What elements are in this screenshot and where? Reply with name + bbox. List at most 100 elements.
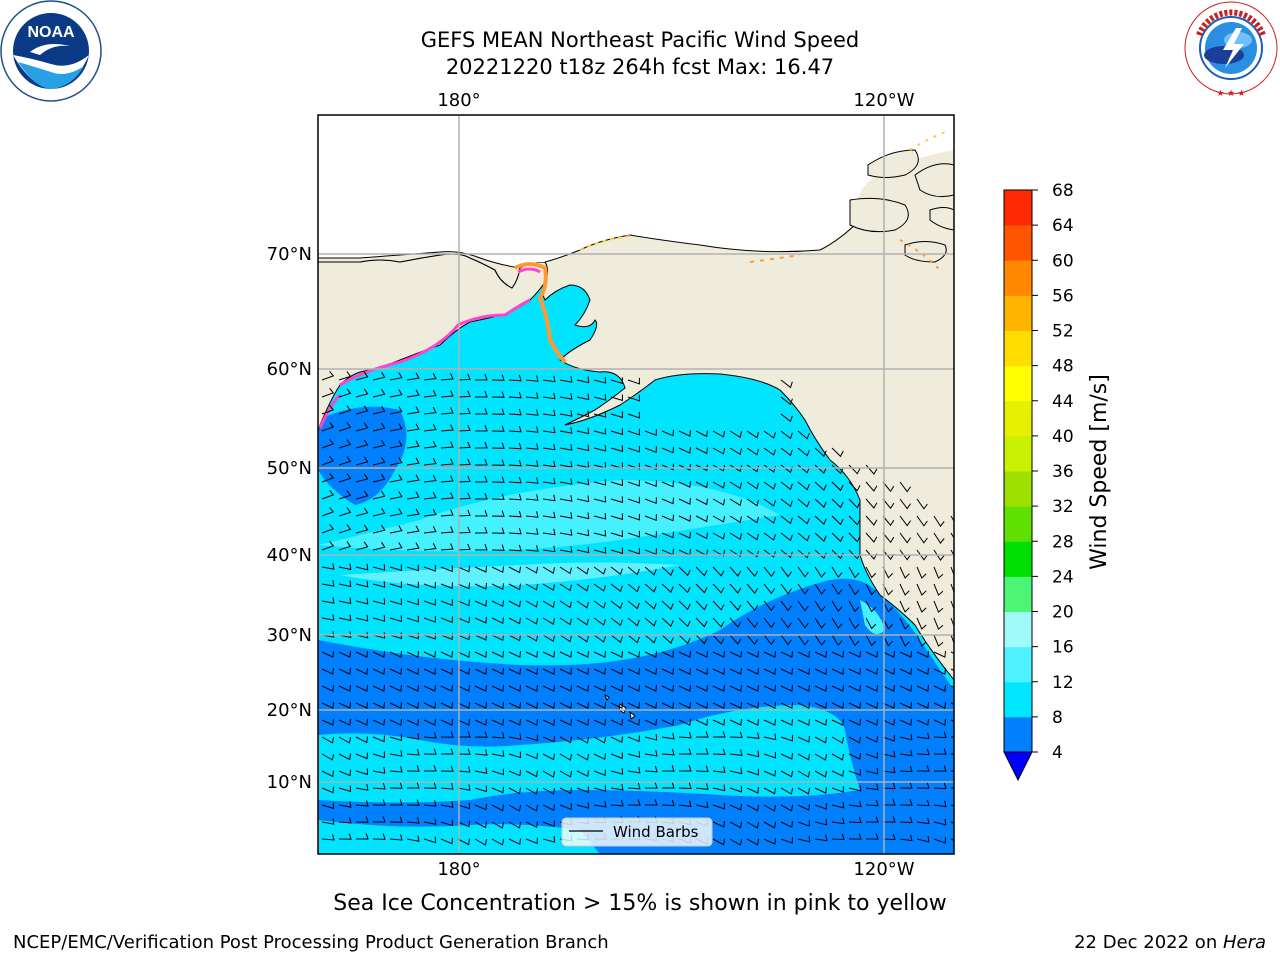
wind-barb [865, 532, 878, 543]
wind-barb [491, 838, 505, 846]
wind-barb [882, 583, 893, 596]
wind-barb [321, 702, 334, 709]
wind-barb [712, 838, 725, 846]
wind-barb [508, 527, 522, 535]
wind-barb [355, 580, 369, 588]
wind-barb [389, 508, 403, 517]
wind-barb [882, 735, 895, 742]
wind-barb [661, 719, 674, 726]
wind-barb [355, 800, 369, 807]
wind-barb [746, 768, 759, 776]
wind-barb [899, 498, 912, 510]
wind-barb [338, 719, 351, 726]
wind-barb [865, 767, 879, 775]
chart-subtitle: 20221220 t18z 264h fcst Max: 16.47 [445, 55, 835, 79]
wind-barb [457, 685, 470, 692]
wind-barb [491, 786, 504, 794]
wind-barb [593, 427, 607, 435]
wind-barb [440, 731, 454, 738]
wind-barb [882, 702, 895, 709]
wind-barb [372, 751, 386, 759]
wind-barb [389, 457, 403, 466]
wind-barb [797, 702, 810, 709]
wind-barb [848, 566, 860, 579]
wind-barb [746, 838, 760, 846]
wind-barb [763, 498, 776, 507]
wind-barb [627, 377, 640, 385]
wind-barb [457, 719, 470, 726]
wind-barb [814, 753, 828, 761]
colorbar-tick-label: 32 [1052, 497, 1074, 517]
colorbar-segment [1004, 646, 1032, 683]
wind-barb [406, 733, 420, 740]
wind-barb [882, 799, 896, 806]
wind-barb [355, 752, 368, 760]
wind-barb [457, 616, 470, 624]
wind-barb [610, 719, 623, 726]
wind-barb [474, 510, 488, 517]
wind-barb [916, 748, 930, 756]
wind-barb [474, 731, 488, 738]
wind-barb [865, 651, 878, 658]
wind-barb [593, 651, 606, 658]
wind-barb [423, 525, 437, 534]
colorbar-tick-label: 60 [1052, 251, 1074, 271]
wind-barb [389, 581, 403, 589]
wind-barb [882, 766, 896, 774]
wind-barb [508, 544, 522, 552]
wind-barb [593, 769, 606, 777]
ocean-low-nw [318, 406, 407, 505]
wind-barb [338, 702, 351, 709]
wind-barb [593, 800, 607, 808]
wind-barb [440, 837, 453, 845]
colorbar-tick-label: 12 [1052, 673, 1074, 693]
wind-barb [389, 542, 403, 551]
wind-barb [916, 617, 927, 630]
wind-barb [474, 442, 488, 449]
wind-barb [763, 719, 776, 726]
wind-barb [644, 600, 657, 610]
wind-barb [389, 702, 402, 709]
wind-barb [576, 685, 589, 692]
wind-barb [882, 515, 895, 527]
wind-barb [899, 651, 912, 658]
wind-barb [695, 464, 708, 472]
wind-barb [576, 376, 590, 384]
wind-barb [712, 617, 725, 628]
wind-barb [678, 685, 691, 692]
wind-barb [321, 370, 335, 381]
wind-barb [491, 768, 505, 776]
wind-barb [882, 481, 895, 493]
wind-barb [831, 786, 844, 793]
wind-barb [814, 834, 828, 842]
ocean-light-band [318, 480, 780, 552]
top-lon-label-180: 180° [437, 90, 480, 111]
wind-barb [644, 463, 657, 471]
wind-barb [576, 702, 589, 709]
wind-barb [440, 373, 454, 381]
wind-barb [508, 751, 522, 759]
footer-date: 22 Dec 2022 on Hera [1074, 932, 1266, 953]
wind-barb [423, 423, 437, 432]
wind-barb [321, 786, 334, 794]
wind-barb [593, 546, 607, 554]
wind-barb [372, 507, 386, 517]
wind-barb [678, 515, 691, 522]
wind-barb [474, 374, 488, 381]
wind-barb [831, 685, 844, 692]
colorbar-tick-label: 44 [1052, 392, 1074, 412]
wind-barb [559, 685, 572, 692]
wind-barb [440, 458, 454, 466]
wind-barb [882, 532, 895, 544]
colorbar-tick-label: 40 [1052, 427, 1074, 447]
wind-barb [423, 836, 437, 844]
wind-barb [355, 631, 369, 639]
wind-barb [338, 736, 352, 744]
wind-barb [882, 685, 895, 692]
wind-barb [610, 583, 623, 593]
wind-barb [814, 447, 827, 457]
wind-barb [627, 479, 640, 487]
wind-barb [712, 549, 726, 557]
wind-barb [729, 838, 743, 846]
colorbar-tick-label: 28 [1052, 532, 1074, 552]
